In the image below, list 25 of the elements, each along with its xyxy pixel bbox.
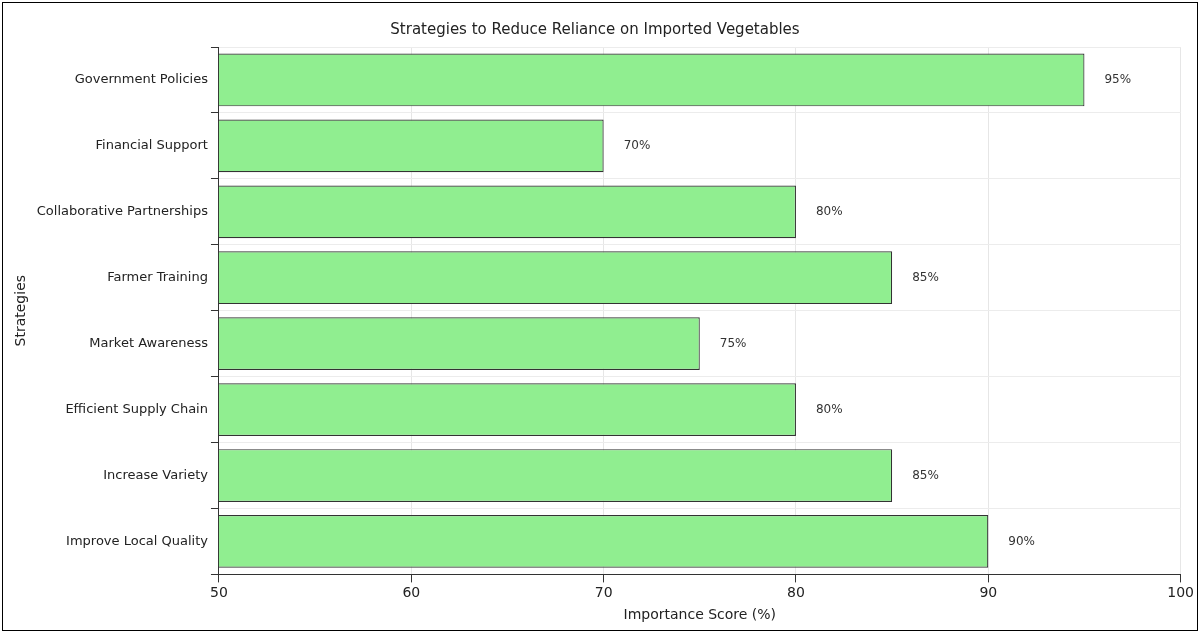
- y-tick-label: Efficient Supply Chain: [65, 400, 208, 416]
- chart-title: Strategies to Reduce Reliance on Imported Vegetables: [390, 19, 800, 38]
- x-tick-label: 80: [787, 584, 805, 601]
- data-label: 85%: [912, 467, 939, 482]
- data-label: 95%: [1104, 72, 1132, 87]
- x-tick-label: 90: [979, 584, 998, 601]
- data-label: 80%: [815, 203, 843, 218]
- x-tick-label: 50: [210, 584, 228, 601]
- x-axis-title: Importance Score (%): [623, 606, 777, 623]
- y-tick-label: Collaborative Partnerships: [36, 203, 209, 219]
- data-label: 80%: [815, 401, 843, 416]
- y-tick-label: Government Policies: [74, 71, 209, 87]
- data-label: 70%: [623, 138, 651, 153]
- y-axis-title: Strategies: [12, 274, 29, 347]
- x-tick-label: 70: [594, 584, 613, 601]
- x-tick-label: 60: [402, 584, 421, 601]
- y-tick-label: Market Awareness: [89, 335, 209, 351]
- y-tick-label: Financial Support: [95, 137, 208, 153]
- data-label: 75%: [719, 335, 747, 350]
- y-tick-label: Increase Variety: [103, 466, 209, 482]
- data-label: 90%: [1008, 533, 1035, 548]
- x-tick-label: 100: [1167, 584, 1195, 601]
- y-tick-label: Improve Local Quality: [66, 532, 209, 548]
- data-label: 85%: [912, 269, 939, 284]
- y-tick-label: Farmer Training: [107, 269, 208, 285]
